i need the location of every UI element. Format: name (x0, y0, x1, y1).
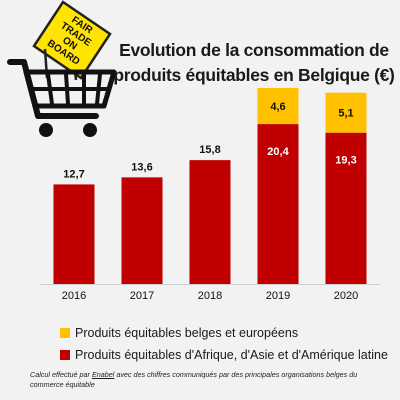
shopping-cart-icon (7, 59, 117, 137)
chart-title: Evolution de la consommation de produits… (110, 38, 398, 88)
value-label-south-2019: 20,4 (267, 146, 289, 158)
chart-legend: Produits équitables belges et européens … (60, 322, 388, 366)
bar-south-2016 (53, 184, 95, 284)
bar-south-2017 (121, 177, 163, 284)
fair-trade-cart-logo: FAIR TRADE ON BOARD (7, 0, 117, 137)
value-label-south-2018: 15,8 (199, 144, 220, 156)
bar-south-2018 (189, 160, 231, 284)
x-tick-label-2019: 2019 (266, 290, 290, 302)
x-tick-label-2016: 2016 (62, 290, 86, 302)
x-tick-label-2017: 2017 (130, 290, 154, 302)
bar-european-2019 (257, 88, 299, 125)
x-tick-label-2020: 2020 (334, 290, 358, 302)
legend-label-south: Produits équitables d'Afrique, d'Asie et… (75, 348, 388, 362)
legend-item-european: Produits équitables belges et européens (60, 322, 388, 344)
stacked-bar-chart: 12,7 2016 13,6 2017 15,8 2018 20,4 4,6 2019 19,3 5… (40, 88, 380, 302)
bar-south-2020 (325, 132, 367, 284)
value-label-south-2020: 19,3 (335, 155, 356, 167)
value-label-south-2017: 13,6 (131, 161, 152, 173)
legend-swatch-european (60, 328, 70, 338)
value-label-european-2020: 5,1 (338, 108, 353, 120)
bar-south-2019 (257, 124, 299, 285)
legend-swatch-south (60, 350, 70, 360)
chart-title-line-1: Evolution de la consommation de (119, 40, 389, 60)
value-label-european-2019: 4,6 (270, 101, 285, 113)
source-footnote: Calcul effectué par Enabel avec des chif… (30, 370, 380, 390)
value-label-south-2016: 12,7 (63, 168, 84, 180)
legend-label-european: Produits équitables belges et européens (75, 326, 299, 340)
bar-european-2020 (325, 92, 367, 133)
footnote-link-enabel[interactable]: Enabel (91, 370, 115, 379)
footnote-text-end: avec des chiffres communiqués par des pr… (30, 370, 358, 389)
chart-title-line-2: produits équitables en Belgique (€) (113, 65, 395, 85)
x-tick-label-2018: 2018 (198, 290, 222, 302)
footnote-text-start: Calcul effectué par (30, 370, 92, 379)
legend-item-south: Produits équitables d'Afrique, d'Asie et… (60, 344, 388, 366)
